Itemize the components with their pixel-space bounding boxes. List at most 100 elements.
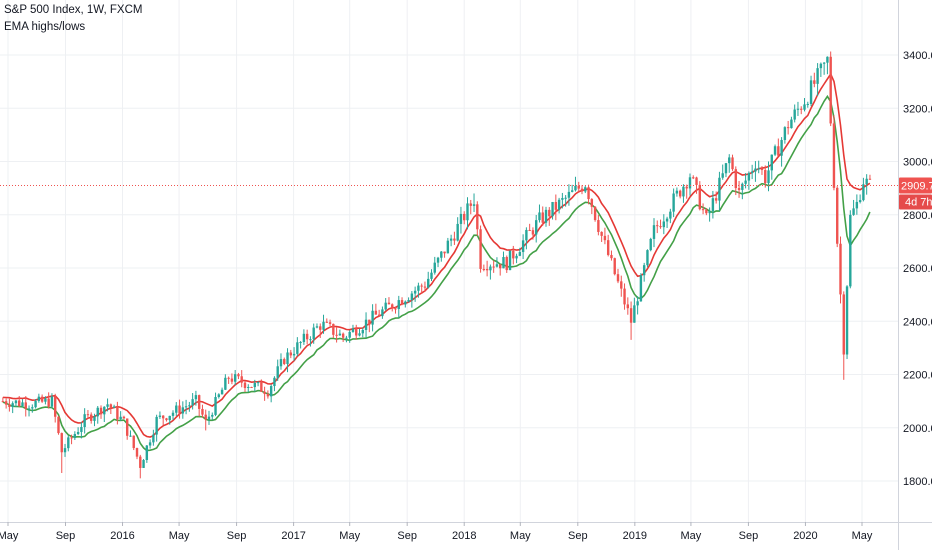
candle-body <box>433 262 436 273</box>
candle-body <box>335 334 338 336</box>
candle-body <box>129 435 132 437</box>
candle-body <box>99 407 103 415</box>
candle-body <box>194 395 198 400</box>
candle-body <box>148 442 152 446</box>
x-tick-label: May <box>510 530 531 542</box>
x-axis[interactable]: May Sep 2016 May Sep 2017 May Sep 2018 May Sep 2019… <box>0 522 873 542</box>
candle-body <box>724 163 728 174</box>
candle-body <box>309 339 312 341</box>
candle-body <box>822 62 826 64</box>
candlesticks <box>1 51 872 479</box>
candle-body <box>708 211 711 214</box>
candle-body <box>302 333 306 343</box>
candle-body <box>675 190 679 194</box>
candle-body <box>508 250 512 271</box>
candle-body <box>296 342 299 354</box>
candle-body <box>466 203 469 221</box>
candle-body <box>656 225 659 227</box>
candle-body <box>446 240 450 254</box>
candle-body <box>305 333 309 340</box>
candle-body <box>24 402 27 409</box>
candle-body <box>161 415 165 419</box>
candle-body <box>14 400 18 404</box>
candle-body <box>4 401 8 405</box>
symbol-title[interactable]: S&P 500 Index, 1W, FXCM <box>4 4 143 16</box>
candle-body <box>292 353 296 356</box>
candle-body <box>499 264 502 269</box>
candle-body <box>76 431 80 435</box>
candle-body <box>485 268 489 271</box>
candle-body <box>561 198 564 200</box>
candle-body <box>351 328 355 332</box>
candle-body <box>178 405 181 414</box>
candle-body <box>695 177 698 185</box>
candle-body <box>633 305 636 323</box>
ema-low-line <box>2 94 871 452</box>
candle-body <box>381 309 384 317</box>
candle-body <box>623 288 626 305</box>
candle-body <box>515 255 518 259</box>
candle-body <box>443 251 446 254</box>
y-tick-label: 2400.0 <box>903 316 932 328</box>
candle-body <box>495 264 499 267</box>
candle-body <box>534 220 538 235</box>
x-tick-label: 2019 <box>623 530 647 542</box>
candle-body <box>836 187 839 244</box>
candle-body <box>701 209 705 211</box>
candle-body <box>476 204 479 230</box>
candle-body <box>790 119 793 129</box>
candle-body <box>96 407 99 417</box>
candle-body <box>227 377 230 379</box>
candle-body <box>551 201 554 217</box>
candle-body <box>482 268 486 270</box>
candle-body <box>54 396 57 417</box>
candle-body <box>237 374 240 377</box>
x-tick-label: May <box>852 530 873 542</box>
candle-body <box>253 382 257 388</box>
candle-body <box>600 231 603 236</box>
candle-body <box>587 187 590 200</box>
candle-body <box>505 257 508 271</box>
candle-body <box>21 402 24 407</box>
candle-body <box>273 377 276 387</box>
candle-body <box>793 109 796 120</box>
candle-body <box>250 386 253 388</box>
candle-body <box>554 201 558 210</box>
candle-body <box>31 407 34 409</box>
candle-body <box>721 173 724 178</box>
candle-body <box>754 168 757 172</box>
candle-body <box>410 293 414 301</box>
candle-body <box>613 258 616 275</box>
candle-body <box>276 366 279 378</box>
candle-body <box>34 400 37 408</box>
indicator-label[interactable]: EMA highs/lows <box>4 21 86 33</box>
candle-body <box>106 404 109 407</box>
candle-body <box>528 229 531 231</box>
price-tag-value: 2909.7 <box>901 181 932 193</box>
candle-body <box>312 327 315 340</box>
candle-body <box>132 435 135 449</box>
price-tag-countdown: 4d 7h <box>905 197 932 209</box>
y-tick-label: 2000.0 <box>903 423 932 435</box>
candle-body <box>531 230 535 235</box>
candle-body <box>557 199 561 210</box>
candle-body <box>112 406 116 408</box>
candle-body <box>57 416 60 434</box>
x-tick-label: Sep <box>739 530 759 542</box>
y-axis[interactable]: 1800.0 2000.0 2200.0 2400.0 2600.0 2800.0 3000… <box>903 50 932 488</box>
candle-body <box>181 407 185 414</box>
candle-body <box>197 395 201 409</box>
candle-body <box>420 285 423 287</box>
y-tick-label: 3200.0 <box>903 103 932 115</box>
candle-body <box>698 184 702 210</box>
candle-body <box>845 286 849 355</box>
candle-body <box>384 302 387 310</box>
candle-body <box>662 221 666 228</box>
candle-body <box>865 178 868 185</box>
candle-body <box>492 266 495 268</box>
candle-body <box>266 394 270 397</box>
candle-body <box>456 223 459 241</box>
candle-body <box>564 197 567 199</box>
chart-legend[interactable]: S&P 500 Index, 1W, FXCM EMA highs/lows <box>4 2 143 36</box>
